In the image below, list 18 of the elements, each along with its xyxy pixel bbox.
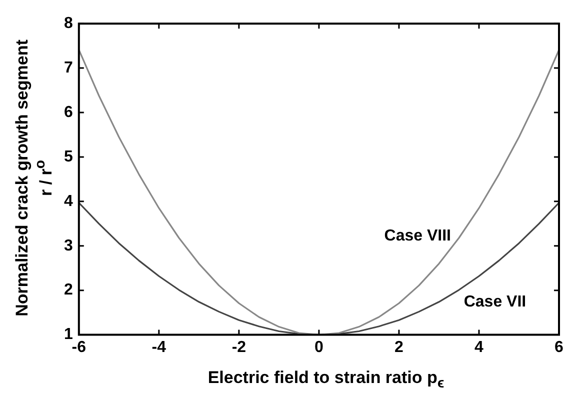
y-tick-label: 2 [64, 282, 73, 299]
y-tick-label: 7 [64, 59, 73, 76]
x-tick-label: 2 [394, 338, 404, 356]
x-axis-title: Electric field to strain ratio p$_{ϵ}$ [206, 368, 446, 392]
y-tick-label: 5 [64, 148, 73, 166]
y-tick-label: 8 [64, 15, 73, 32]
x-tick-label: 4 [474, 338, 484, 356]
x-tick-label: -4 [152, 338, 166, 356]
y-tick-label: 6 [64, 104, 73, 121]
x-tick-label: -2 [232, 338, 246, 356]
y-tick-label: 3 [64, 237, 73, 254]
series-label: Case VIII [384, 227, 451, 244]
x-tick-label: 0 [314, 338, 324, 356]
series-label: Case VII [464, 294, 526, 311]
y-tick-label: 4 [64, 192, 73, 210]
y-tick-label: 1 [64, 326, 73, 344]
x-tick-label: -6 [72, 338, 86, 356]
x-tick-label: 6 [554, 338, 564, 356]
